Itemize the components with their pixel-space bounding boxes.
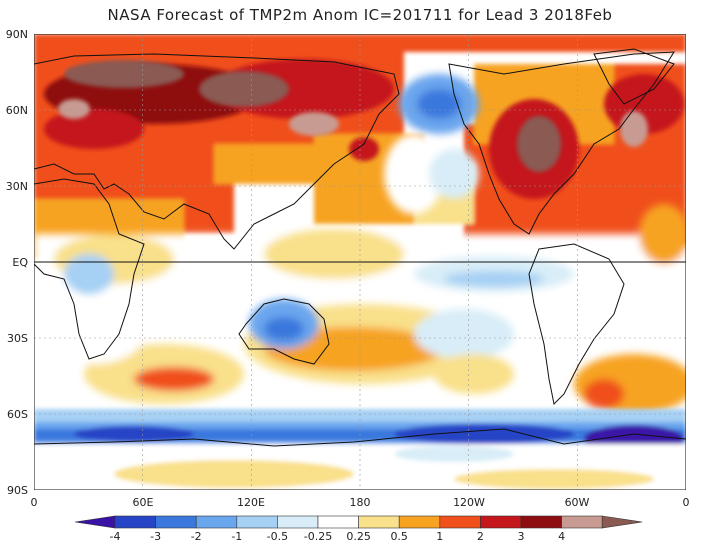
- coastline-australia: [238, 298, 330, 365]
- colorbar-tick-label: -4: [109, 530, 121, 543]
- colorbar-tick-label: 4: [558, 530, 566, 543]
- colorbar-tick-label: 1: [436, 530, 444, 543]
- colorbar-segment: [398, 515, 441, 529]
- colorbar-tick-label: 3: [517, 530, 525, 543]
- lon-label-60w: 60W: [564, 496, 590, 509]
- lat-label-30n: 30N: [5, 180, 28, 193]
- anomaly-map: [34, 34, 686, 490]
- map-canvas: [34, 34, 686, 490]
- anomaly-field-south: [44, 299, 686, 414]
- colorbar-segment: [277, 515, 319, 529]
- colorbar-segment: [358, 515, 400, 529]
- anomaly-field-cold-pacific: [384, 74, 479, 214]
- colorbar-tick-label: 0.25: [346, 530, 371, 543]
- lat-label-90n: 90N: [5, 28, 28, 41]
- lon-label-0-east: 0: [682, 496, 690, 509]
- colorbar-tick-label: -0.25: [303, 530, 333, 543]
- lon-label-120e: 120E: [237, 496, 265, 509]
- lat-label-eq: EQ: [12, 256, 28, 269]
- lat-label-90s: 90S: [7, 484, 28, 497]
- colorbar-segment: [236, 515, 278, 529]
- lat-label-60s: 60S: [7, 408, 28, 421]
- colorbar-segment: [561, 515, 603, 529]
- coastline-antarctica: [34, 428, 686, 447]
- colorbar-tick-label: -3: [150, 530, 162, 543]
- colorbar-segment: [195, 515, 238, 529]
- colorbar-segment: [520, 515, 562, 529]
- colorbar-tick-label: -1: [231, 530, 243, 543]
- lon-label-120w: 120W: [453, 496, 485, 509]
- colorbar-tick-label: 2: [476, 530, 484, 543]
- anomaly-field-extreme: [58, 60, 648, 172]
- coastlines: [34, 48, 686, 447]
- coastline-south-america: [528, 243, 625, 406]
- colorbar-tick-label: 0.5: [390, 530, 408, 543]
- map-title: NASA Forecast of TMP2m Anom IC=201711 fo…: [107, 6, 613, 24]
- graticule: [34, 34, 686, 490]
- lat-label-60n: 60N: [5, 104, 28, 117]
- colorbar-tick-label: -0.5: [266, 530, 289, 543]
- colorbar-extend-high: [601, 515, 643, 529]
- colorbar-segment: [155, 515, 197, 529]
- colorbar-extend-low: [74, 515, 116, 529]
- coastline-north-america: [448, 51, 675, 235]
- coastline-eurasia: [34, 53, 400, 250]
- lon-label-0-west: 0: [30, 496, 38, 509]
- coastline-africa: [34, 178, 145, 360]
- colorbar: [74, 515, 643, 529]
- colorbar-tick-label: -2: [190, 530, 202, 543]
- colorbar-segment: [317, 515, 359, 529]
- coastline-greenland: [593, 48, 675, 105]
- colorbar-segment: [480, 515, 522, 529]
- colorbar-segment: [114, 515, 156, 529]
- colorbar-segments: [74, 515, 643, 529]
- lat-label-30s: 30S: [7, 332, 28, 345]
- lon-label-180: 180: [349, 496, 371, 509]
- lon-label-60e: 60E: [132, 496, 154, 509]
- colorbar-segment: [439, 515, 481, 529]
